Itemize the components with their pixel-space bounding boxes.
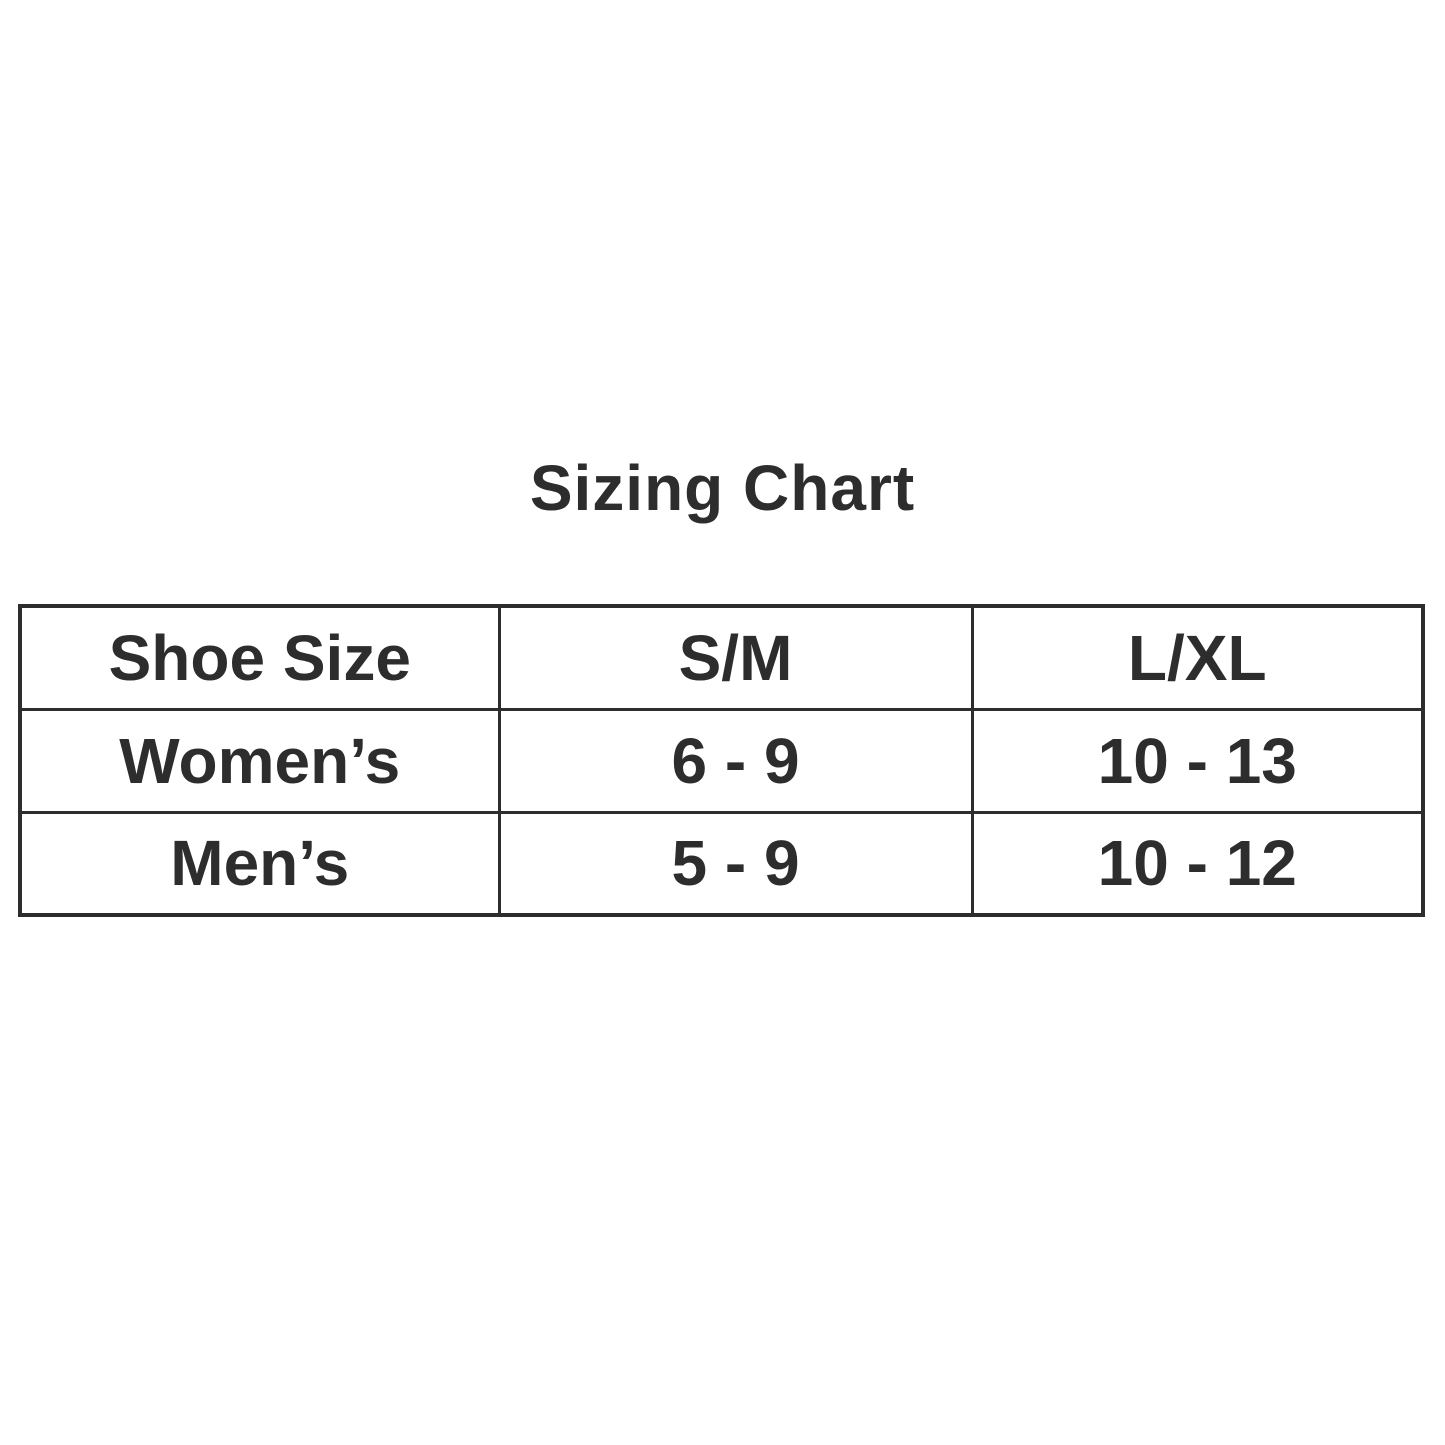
column-header-sm: S/M	[497, 604, 974, 711]
cell-womens-sm: 6 - 9	[497, 707, 974, 814]
column-header-shoe-size: Shoe Size	[18, 604, 501, 711]
cell-womens-label: Women’s	[18, 707, 501, 814]
column-header-lxl: L/XL	[970, 604, 1425, 711]
sizing-table: Shoe Size S/M L/XL Women’s 6 - 9 10 - 13…	[18, 604, 1425, 917]
table-header-row: Shoe Size S/M L/XL	[18, 604, 1425, 711]
table-row-mens: Men’s 5 - 9 10 - 12	[18, 810, 1425, 917]
table-row-womens: Women’s 6 - 9 10 - 13	[18, 707, 1425, 814]
cell-mens-sm: 5 - 9	[497, 810, 974, 917]
cell-mens-label: Men’s	[18, 810, 501, 917]
cell-womens-lxl: 10 - 13	[970, 707, 1425, 814]
page-title: Sizing Chart	[529, 452, 916, 524]
cell-mens-lxl: 10 - 12	[970, 810, 1425, 917]
